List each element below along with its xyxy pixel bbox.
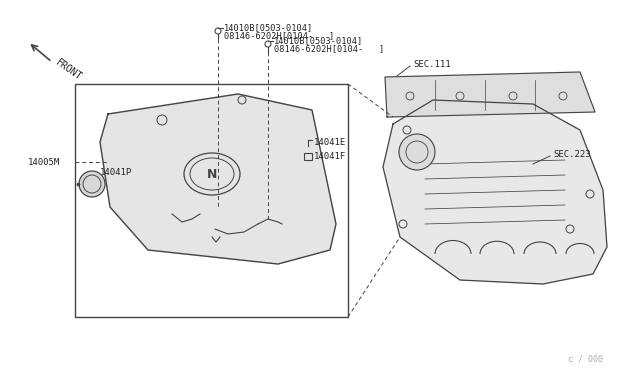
Text: SEC.111: SEC.111: [413, 60, 451, 68]
Bar: [304, 153, 312, 160]
Text: N: N: [207, 167, 217, 180]
Bar: [75, 84, 348, 317]
Circle shape: [399, 134, 435, 170]
Polygon shape: [100, 94, 336, 264]
Text: c / 000: c / 000: [568, 355, 603, 364]
Text: 14010B[0503-0104]: 14010B[0503-0104]: [274, 36, 364, 45]
Text: 08146-6202H[0104-   ]: 08146-6202H[0104- ]: [224, 32, 334, 41]
Text: 08146-6202H[0104-   ]: 08146-6202H[0104- ]: [274, 45, 384, 54]
Text: SEC.223: SEC.223: [553, 150, 591, 158]
Text: FRONT: FRONT: [54, 58, 84, 83]
Text: 14010B[0503-0104]: 14010B[0503-0104]: [224, 23, 313, 32]
Text: 14005M: 14005M: [28, 157, 60, 167]
Polygon shape: [383, 100, 607, 284]
Text: 14041P: 14041P: [100, 167, 132, 176]
Text: 14041F: 14041F: [314, 151, 346, 160]
Polygon shape: [385, 72, 595, 117]
Text: 14041E: 14041E: [314, 138, 346, 147]
Circle shape: [79, 171, 105, 197]
